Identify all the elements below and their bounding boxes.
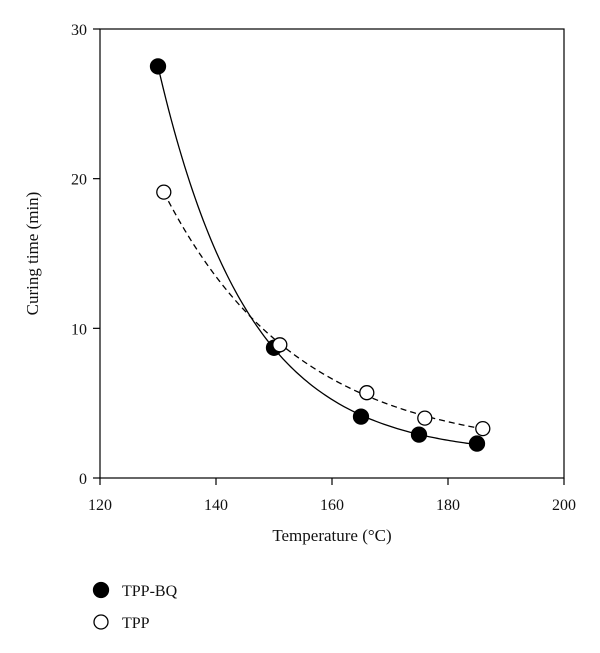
data-point-tpp-bq bbox=[468, 435, 486, 452]
y-tick-label: 20 bbox=[71, 172, 87, 189]
data-point-tpp bbox=[272, 337, 288, 353]
axis-ticks: 120 140 160 180 200 0 10 20 30 bbox=[71, 22, 576, 514]
legend: TPP-BQ TPP bbox=[92, 581, 178, 632]
plot-area-frame bbox=[99, 28, 565, 479]
y-tick-label: 30 bbox=[71, 22, 87, 39]
legend-label-tpp-bq: TPP-BQ bbox=[122, 583, 178, 600]
fit-curves bbox=[157, 66, 483, 446]
y-axis-label: Curing time (min) bbox=[23, 192, 42, 316]
x-tick-label: 140 bbox=[204, 497, 228, 514]
x-axis-label: Temperature (°C) bbox=[272, 526, 391, 545]
x-tick-label: 200 bbox=[552, 497, 576, 514]
data-point-tpp-bq bbox=[149, 58, 167, 75]
data-point-tpp-bq bbox=[410, 426, 428, 443]
y-tick-label: 0 bbox=[79, 471, 87, 488]
data-point-tpp bbox=[156, 184, 172, 200]
x-tick-label: 120 bbox=[88, 497, 112, 514]
y-tick-label: 10 bbox=[71, 321, 87, 338]
data-point-tpp-bq bbox=[352, 408, 370, 425]
data-point-tpp bbox=[475, 420, 491, 437]
data-points bbox=[149, 58, 491, 452]
legend-marker-tpp bbox=[93, 614, 109, 630]
legend-marker-tpp-bq bbox=[92, 581, 110, 599]
fit-curve-tpp-bq bbox=[157, 66, 478, 446]
data-point-tpp bbox=[359, 385, 375, 401]
legend-label-tpp: TPP bbox=[122, 615, 150, 632]
data-point-tpp bbox=[417, 410, 433, 426]
x-tick-label: 180 bbox=[436, 497, 460, 514]
x-tick-label: 160 bbox=[320, 497, 344, 514]
